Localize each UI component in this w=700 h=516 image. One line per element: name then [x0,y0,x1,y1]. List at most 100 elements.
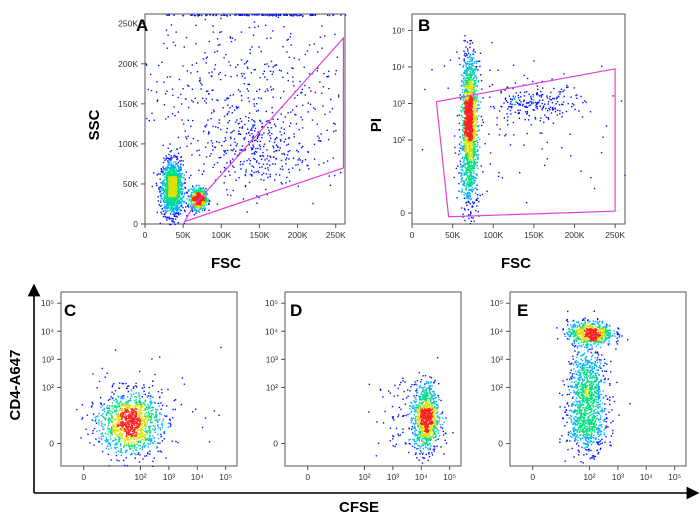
event-dot [507,124,509,126]
event-dot [164,201,166,204]
event-dot [211,89,213,91]
event-dot [168,192,170,194]
event-dot [245,169,247,171]
event-dot [174,177,176,179]
event-dot [559,113,561,115]
event-dot [147,88,149,91]
event-dot [255,147,257,150]
event-dot [187,204,189,206]
event-dot [473,170,475,172]
event-dot [468,159,471,161]
event-dot [212,149,214,151]
event-dot [198,14,201,16]
event-dot [291,14,293,17]
event-dot [175,31,177,33]
event-dot [236,107,238,110]
event-dot [460,106,462,108]
event-dot [175,185,178,187]
event-dot [477,158,479,160]
event-dot [549,95,551,98]
event-dot [157,173,160,175]
event-dot [177,96,179,99]
event-dot [267,155,269,157]
event-dot [464,166,466,168]
event-dot [468,197,470,199]
event-dot [301,88,304,91]
event-dot [237,123,239,125]
event-dot [475,105,478,108]
event-dot [531,98,533,101]
event-dot [253,152,255,154]
event-dot [165,157,168,159]
event-dot [194,187,196,189]
event-dot [201,14,203,17]
event-dot [162,184,164,186]
event-dot [237,133,240,135]
event-dot [464,55,467,57]
event-dot [517,112,519,115]
event-dot [470,67,473,70]
event-dot [178,171,180,173]
event-dot [612,95,614,97]
event-dot [199,188,202,191]
event-dot [181,119,183,121]
event-dot [511,103,513,106]
event-dot [272,71,274,73]
event-dot [185,36,188,39]
event-dot [264,76,266,78]
event-dot [474,109,477,112]
event-dot [477,115,480,117]
event-dot [477,125,480,127]
event-dot [269,175,271,178]
event-dot [288,137,291,139]
event-dot [101,367,103,370]
event-dot [468,110,470,112]
event-dot [211,112,213,114]
event-dot [210,75,213,77]
event-dot [224,74,227,77]
event-dot [168,185,171,188]
event-dot [469,116,471,119]
event-dot [262,155,265,157]
event-dot [548,107,550,110]
event-dot [523,144,525,146]
event-dot [534,116,536,119]
event-dot [471,104,473,106]
event-dot [461,84,463,87]
event-dot [252,145,255,148]
event-dot [169,188,172,190]
event-dot [247,128,249,130]
event-dot [464,40,466,42]
event-dot [253,139,256,142]
event-dot [471,60,473,62]
event-dot [164,176,166,178]
event-dot [178,176,181,178]
event-dot [475,133,477,136]
event-dot [467,163,469,166]
event-dot [183,209,186,211]
event-dot [169,181,172,183]
event-dot [272,15,274,17]
event-dot [465,153,468,155]
event-dot [179,175,181,177]
event-dot [288,125,291,127]
event-dot [336,56,338,58]
event-dot [177,173,179,175]
event-dot [469,127,471,129]
event-dot [528,119,530,121]
event-dot [478,60,481,62]
event-dot [201,203,204,205]
event-dot [475,110,478,113]
event-dot [463,181,465,183]
event-dot [468,191,471,194]
event-dot [313,43,315,45]
event-dot [535,106,537,108]
event-dot [540,96,543,98]
event-dot [167,199,169,201]
event-dot [176,174,178,176]
event-dot [526,113,528,115]
event-dot [256,160,258,162]
event-dot [287,150,289,153]
event-dot [257,170,259,172]
event-dot [471,154,474,156]
